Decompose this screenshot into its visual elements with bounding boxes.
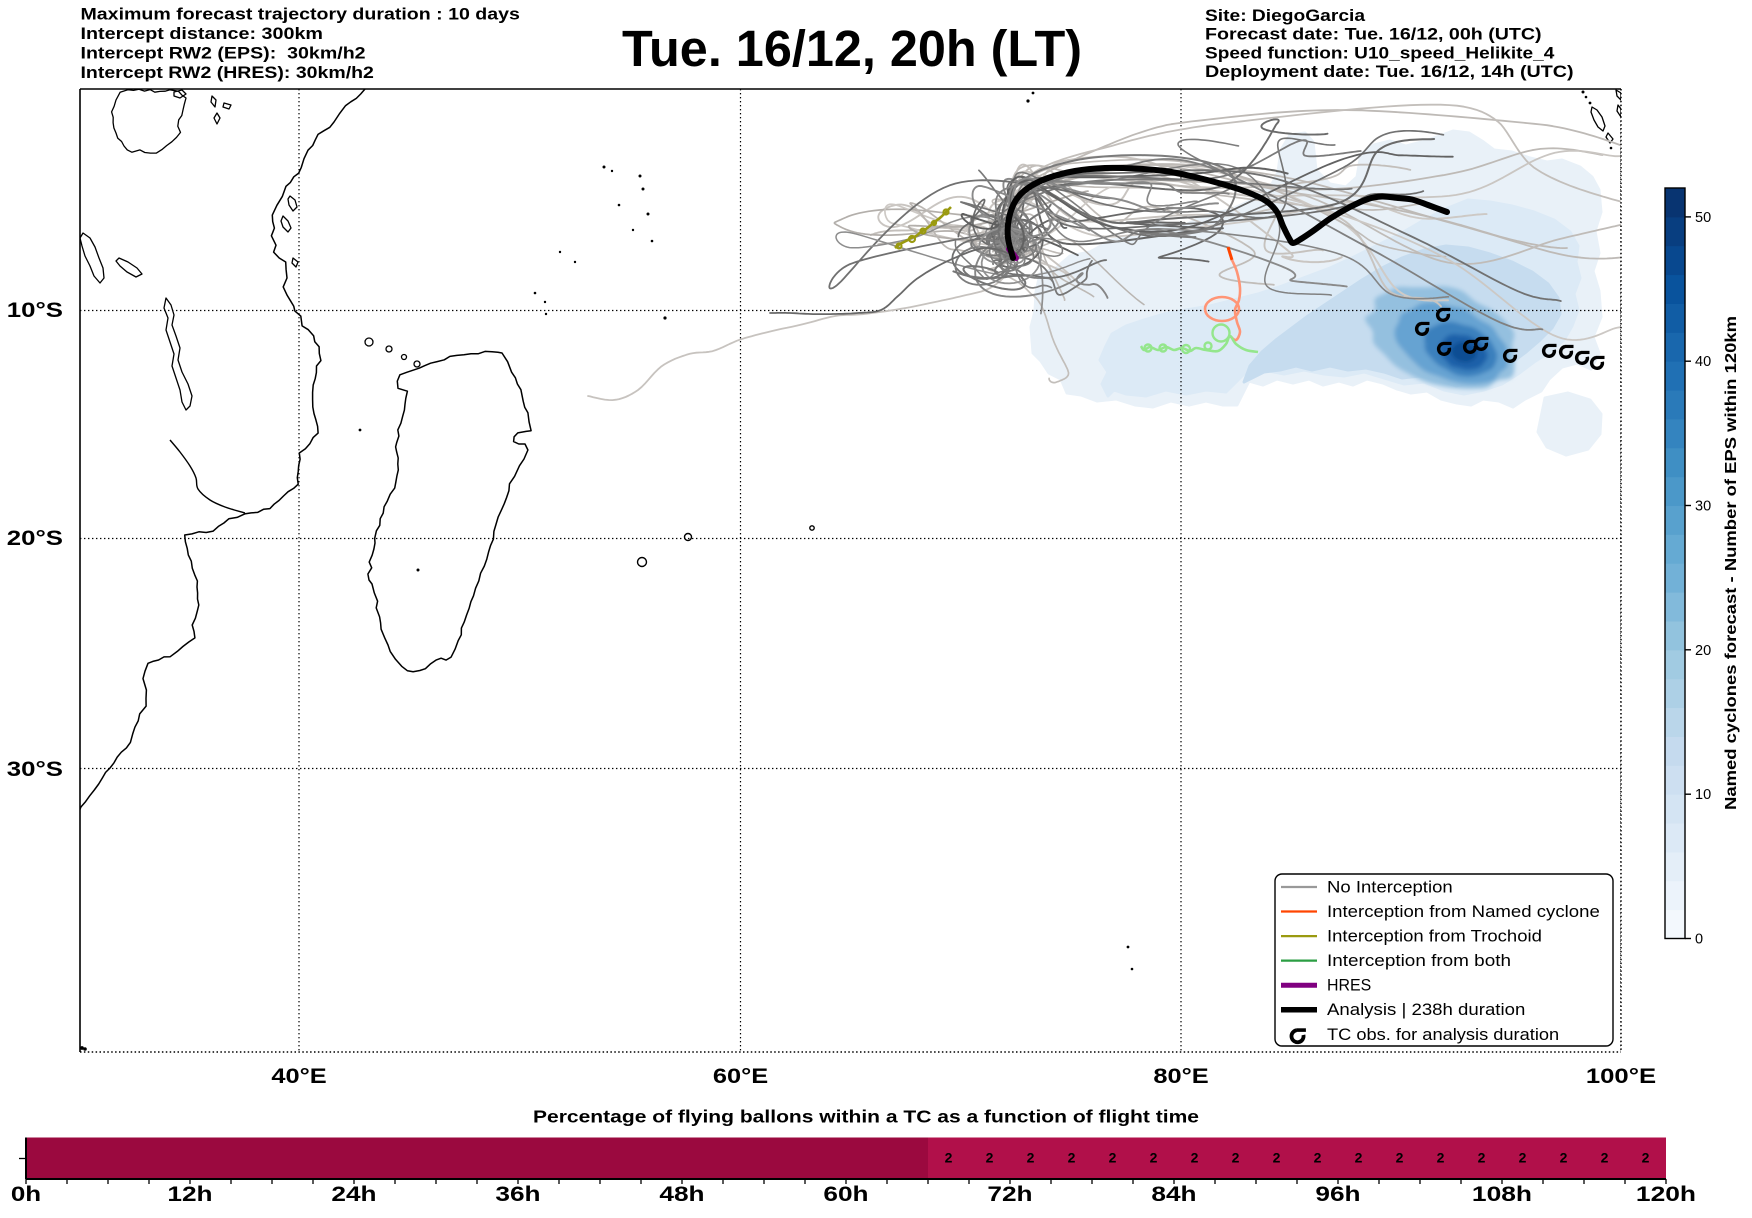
svg-text:108h: 108h [1472,1182,1532,1206]
svg-text:2: 2 [1437,1150,1445,1166]
svg-text:100°E: 100°E [1586,1064,1656,1088]
svg-text:Speed function: U10_speed_Heli: Speed function: U10_speed_Helikite_4 [1205,44,1555,62]
svg-text:Deployment date: Tue. 16/12, 1: Deployment date: Tue. 16/12, 14h (UTC) [1205,63,1574,81]
svg-text:2: 2 [1027,1150,1035,1166]
svg-text:20°S: 20°S [7,526,63,550]
svg-text:10°S: 10°S [7,298,63,322]
svg-text:30: 30 [1695,499,1711,515]
svg-text:2: 2 [1355,1150,1363,1166]
svg-text:80°E: 80°E [1153,1064,1208,1088]
svg-text:2: 2 [1150,1150,1158,1166]
svg-text:HRES: HRES [1327,977,1371,995]
svg-text:120h: 120h [1636,1182,1696,1206]
svg-text:96h: 96h [1315,1182,1360,1206]
svg-text:Site: DiegoGarcia: Site: DiegoGarcia [1205,7,1366,25]
svg-text:Forecast date: Tue. 16/12, 00h: Forecast date: Tue. 16/12, 00h (UTC) [1205,26,1542,44]
svg-text:2: 2 [1478,1150,1486,1166]
svg-text:50: 50 [1695,210,1711,226]
svg-text:2: 2 [1191,1150,1199,1166]
svg-text:48h: 48h [659,1182,704,1206]
svg-text:0h: 0h [11,1182,41,1206]
svg-text:2: 2 [1642,1150,1650,1166]
svg-text:2: 2 [986,1150,994,1166]
svg-text:40°E: 40°E [271,1064,326,1088]
svg-text:Analysis | 238h duration: Analysis | 238h duration [1327,1001,1525,1019]
svg-text:72h: 72h [987,1182,1032,1206]
svg-text:36h: 36h [495,1182,540,1206]
svg-text:2: 2 [1314,1150,1322,1166]
svg-text:2: 2 [1273,1150,1281,1166]
svg-text:TC obs. for analysis duration: TC obs. for analysis duration [1327,1026,1559,1044]
svg-text:20: 20 [1695,643,1711,659]
svg-text:12h: 12h [167,1182,212,1206]
svg-text:60h: 60h [823,1182,868,1206]
svg-text:84h: 84h [1151,1182,1196,1206]
svg-text:30°S: 30°S [7,757,63,781]
svg-text:Named cyclones forecast - Numb: Named cyclones forecast - Number of EPS … [1723,316,1740,810]
svg-text:Maximum forecast trajectory du: Maximum forecast trajectory duration : 1… [81,6,520,24]
svg-text:2: 2 [1560,1150,1568,1166]
svg-text:2: 2 [1109,1150,1117,1166]
svg-text:Intercept distance: 300km: Intercept distance: 300km [81,25,324,43]
svg-text:2: 2 [1068,1150,1076,1166]
svg-text:No Interception: No Interception [1327,879,1453,897]
svg-text:10: 10 [1695,787,1711,803]
svg-text:Interception from Trochoid: Interception from Trochoid [1327,928,1542,946]
svg-text:Interception from Named cyclon: Interception from Named cyclone [1327,903,1600,921]
svg-text:2: 2 [1396,1150,1404,1166]
svg-text:2: 2 [1232,1150,1240,1166]
svg-text:2: 2 [1601,1150,1609,1166]
svg-text:24h: 24h [331,1182,376,1206]
svg-text:Intercept RW2 (HRES): 30km/h2: Intercept RW2 (HRES): 30km/h2 [81,64,374,82]
svg-text:2: 2 [1519,1150,1527,1166]
svg-text:Intercept RW2 (EPS): 30km/h2: Intercept RW2 (EPS): 30km/h2 [81,45,366,63]
svg-text:60°E: 60°E [713,1064,768,1088]
svg-text:Tue. 16/12, 20h (LT): Tue. 16/12, 20h (LT) [622,20,1082,77]
svg-text:40: 40 [1695,354,1711,370]
svg-text:Percentage of flying ballons w: Percentage of flying ballons within a TC… [533,1107,1199,1127]
svg-text:Interception from both: Interception from both [1327,952,1511,970]
svg-text:2: 2 [945,1150,953,1166]
svg-text:0: 0 [1695,932,1703,948]
